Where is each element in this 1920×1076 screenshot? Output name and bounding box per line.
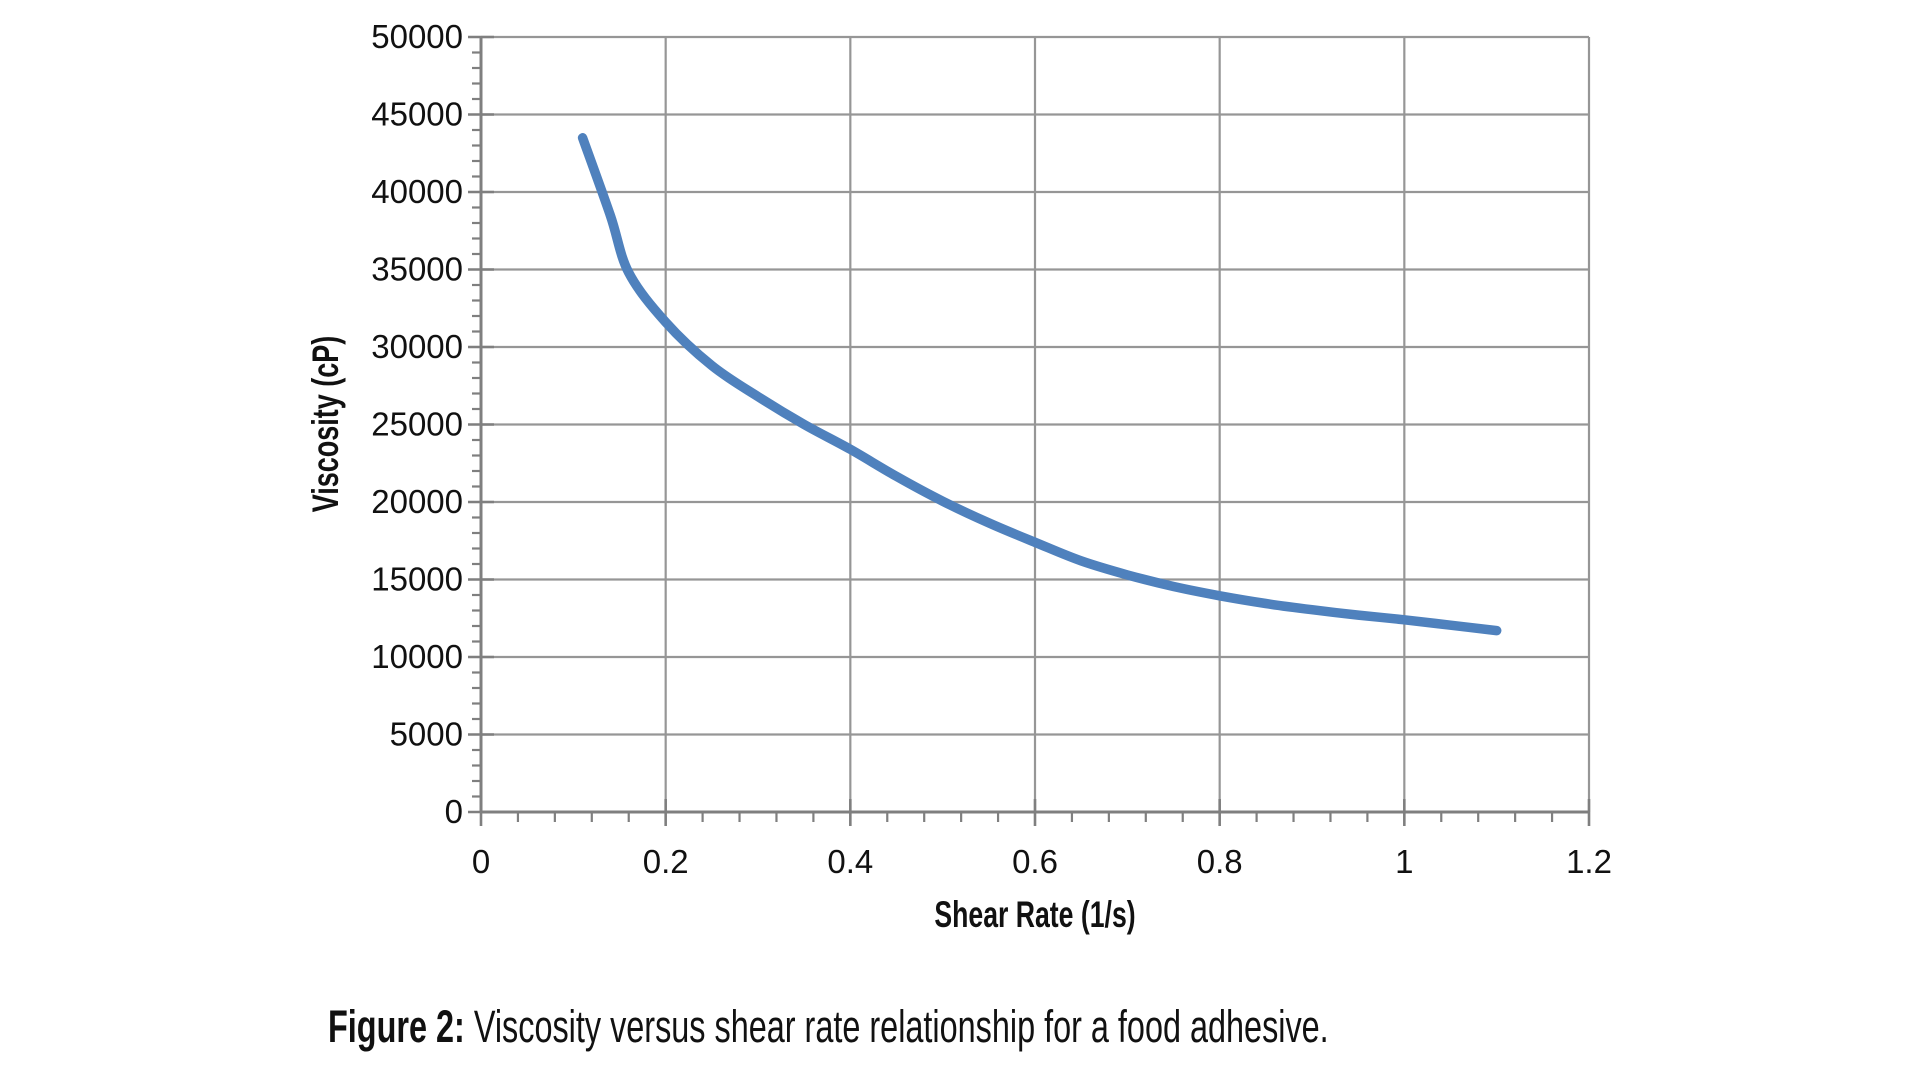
y-tick-label: 45000: [371, 96, 463, 133]
viscosity-curve: [577, 133, 1502, 636]
y-tick-label: 15000: [371, 561, 463, 598]
y-tick-label: 25000: [371, 406, 463, 443]
y-tick-label: 20000: [371, 483, 463, 520]
y-tick-label: 35000: [371, 251, 463, 288]
figure-caption-label: Figure 2:: [328, 1001, 465, 1052]
y-tick-label: 30000: [371, 328, 463, 365]
x-tick-label: 0: [472, 843, 490, 880]
x-tick-label: 1: [1395, 843, 1413, 880]
x-tick-label: 1.2: [1566, 843, 1612, 880]
y-tick-label: 40000: [371, 173, 463, 210]
x-tick-label: 0.6: [1012, 843, 1058, 880]
figure-caption-text: Viscosity versus shear rate relationship…: [473, 1001, 1329, 1052]
axis-ticks: [468, 35, 1591, 826]
axis-lines: [479, 37, 1589, 814]
y-tick-label: 0: [445, 793, 463, 830]
y-tick-label: 50000: [371, 18, 463, 55]
x-tick-label: 0.2: [643, 843, 689, 880]
x-tick-label: 0.8: [1197, 843, 1243, 880]
y-tick-label: 10000: [371, 638, 463, 675]
x-axis-title: Shear Rate (1/s): [934, 894, 1135, 935]
viscosity-series-line: [577, 133, 1502, 636]
tick-labels: 0 0.2 0.4 0.6 0.8 1 1.2 0 5000 10000 15000 20000 250…: [371, 18, 1612, 880]
figure-caption: Figure 2: Viscosity versus shear rate re…: [328, 1004, 1329, 1049]
y-tick-label: 5000: [390, 716, 463, 753]
gridlines: [481, 35, 1591, 812]
x-tick-label: 0.4: [827, 843, 873, 880]
y-axis-title: Viscosity (cP): [305, 336, 346, 513]
